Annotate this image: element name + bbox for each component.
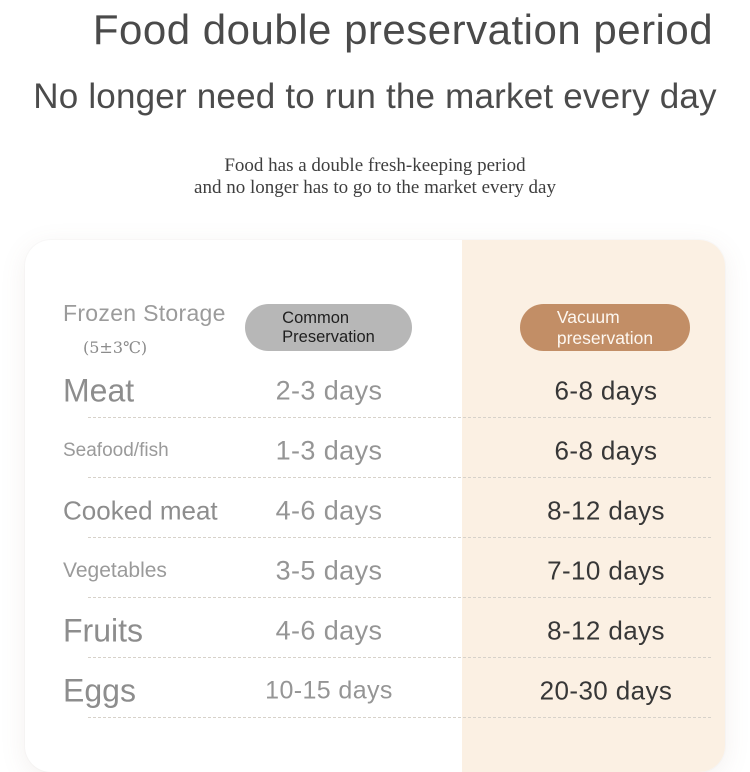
row-divider <box>88 717 711 718</box>
common-value: 1-3 days <box>275 435 383 466</box>
header-pill-common-preservation: Common Preservation <box>245 304 412 351</box>
common-value: 4-6 days <box>275 495 383 526</box>
common-pill-label: Common Preservation <box>282 308 375 346</box>
table-row-eggs: Eggs 10-15 days 20-30 days <box>25 665 725 725</box>
common-value: 3-5 days <box>275 555 383 586</box>
row-divider <box>88 657 711 658</box>
temperature-label: (5±3℃) <box>83 338 148 357</box>
vacuum-value: 8-12 days <box>547 615 665 646</box>
row-divider <box>88 417 711 418</box>
vacuum-value: 6-8 days <box>554 435 658 466</box>
table-rows: Meat 2-3 days 6-8 days Seafood/fish 1-3 … <box>25 365 725 725</box>
page-description: Food has a double fresh-keeping period a… <box>0 155 750 198</box>
common-value: 10-15 days <box>265 676 393 705</box>
table-row-vegetables: Vegetables 3-5 days 7-10 days <box>25 545 725 605</box>
vacuum-value: 7-10 days <box>547 555 665 586</box>
preservation-comparison-card: Frozen Storage (5±3℃) Common Preservation… <box>25 240 725 772</box>
corner-header: Frozen Storage (5±3℃) <box>63 300 226 357</box>
common-value: 4-6 days <box>275 615 383 646</box>
description-line-1: Food has a double fresh-keeping period <box>224 155 526 176</box>
food-label: Fruits <box>63 612 143 649</box>
vacuum-pill-label: Vacuum preservation <box>556 306 654 348</box>
row-divider <box>88 477 711 478</box>
food-label: Meat <box>63 372 135 409</box>
food-label: Eggs <box>63 672 136 709</box>
vacuum-value: 8-12 days <box>547 495 665 526</box>
table-row-fruits: Fruits 4-6 days 8-12 days <box>25 605 725 665</box>
food-label: Cooked meat <box>63 495 218 526</box>
page-title: Food double preservation period <box>92 6 714 53</box>
header-pill-vacuum-preservation: Vacuum preservation <box>520 304 690 351</box>
page-subtitle: No longer need to run the market every d… <box>33 77 717 116</box>
table-row-meat: Meat 2-3 days 6-8 days <box>25 365 725 425</box>
table-row-cooked-meat: Cooked meat 4-6 days 8-12 days <box>25 485 725 545</box>
table-row-seafood: Seafood/fish 1-3 days 6-8 days <box>25 425 725 485</box>
row-divider <box>88 537 711 538</box>
food-label: Seafood/fish <box>63 440 169 461</box>
common-value: 2-3 days <box>275 375 383 406</box>
food-label: Vegetables <box>63 559 167 582</box>
vacuum-value: 20-30 days <box>539 675 673 706</box>
vacuum-value: 6-8 days <box>554 375 658 406</box>
row-divider <box>88 597 711 598</box>
description-line-2: and no longer has to go to the market ev… <box>194 176 556 198</box>
frozen-storage-label: Frozen Storage <box>63 300 226 326</box>
